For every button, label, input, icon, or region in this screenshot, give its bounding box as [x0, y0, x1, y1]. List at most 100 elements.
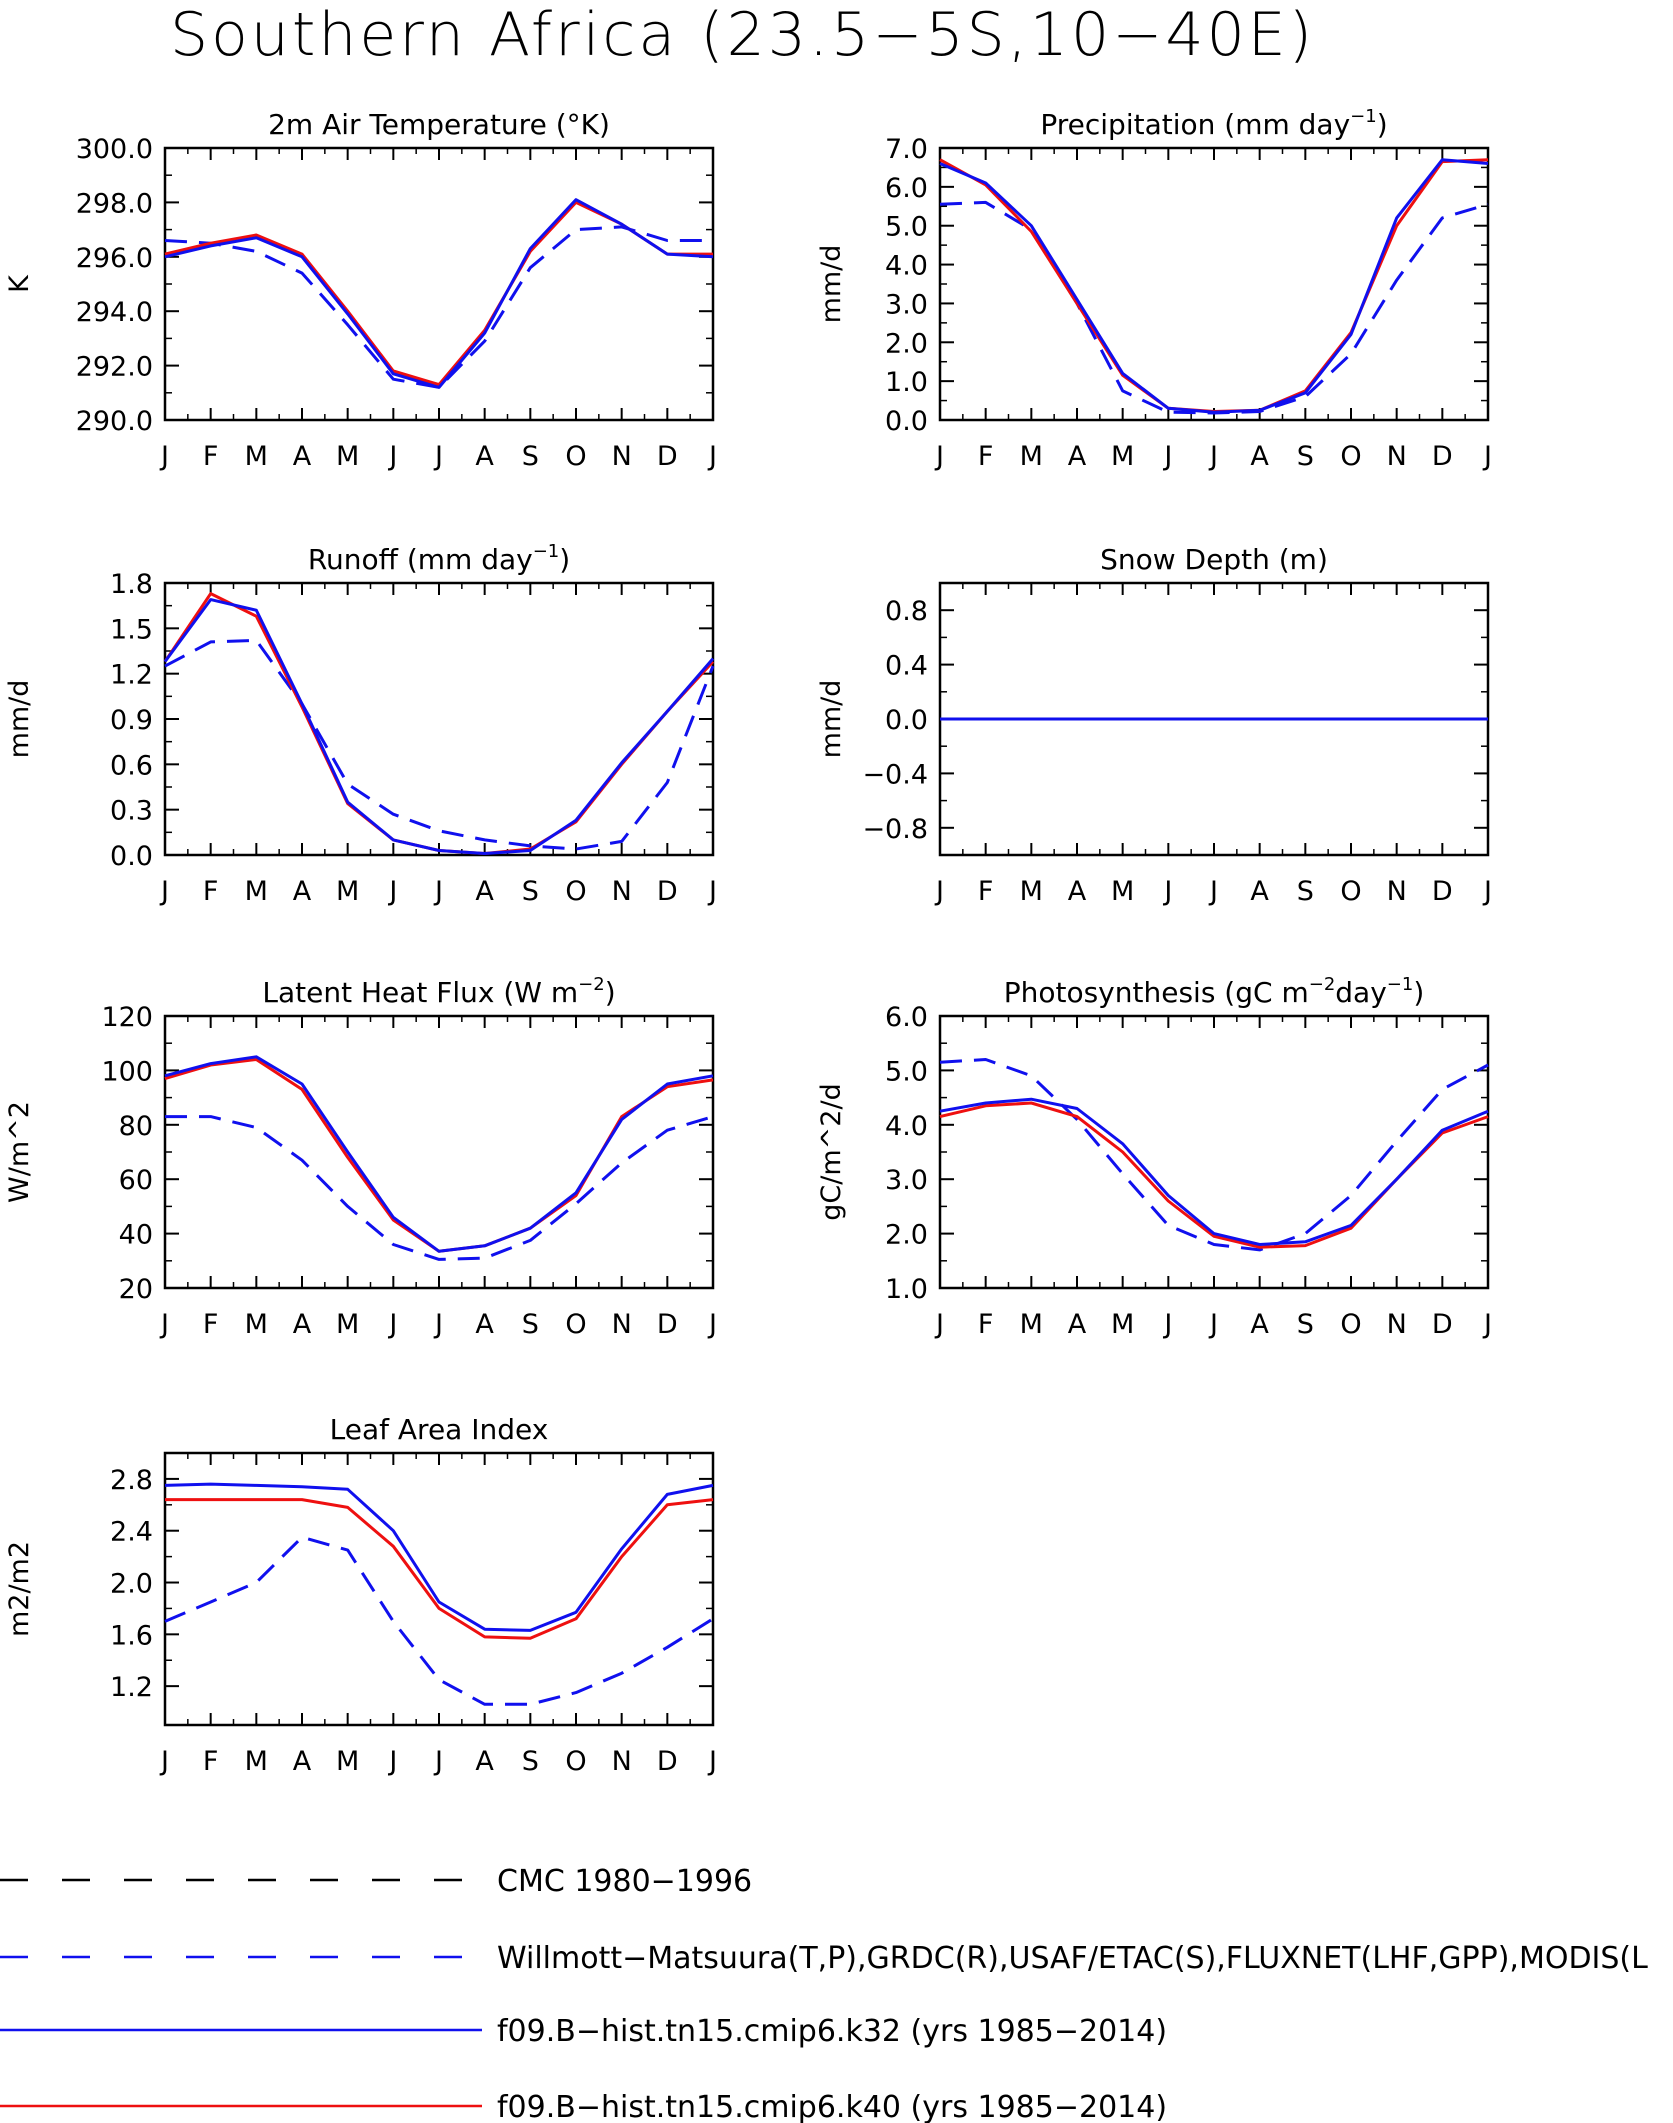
- y-tick-label: 5.0: [885, 1056, 928, 1087]
- legend-label-k32: f09.B−hist.tn15.cmip6.k32 (yrs 1985−2014…: [497, 2014, 1167, 2049]
- x-tick-label: A: [475, 1309, 494, 1340]
- y-axis-label: m2/m2: [4, 1541, 35, 1637]
- y-tick-label: 7.0: [885, 134, 928, 165]
- y-tick-label: 6.0: [885, 1002, 928, 1033]
- y-axis-label: K: [4, 274, 35, 293]
- y-tick-label: 20: [119, 1274, 153, 1305]
- y-tick-label: 1.2: [110, 660, 153, 691]
- x-tick-label: F: [978, 876, 994, 907]
- x-tick-label: J: [707, 441, 717, 472]
- x-tick-label: J: [1208, 876, 1218, 907]
- legend-label-obs: Willmott−Matsuura(T,P),GRDC(R),USAF/ETAC…: [497, 1941, 1648, 1976]
- plot-frame: [163, 146, 715, 422]
- panel-title: 2m Air Temperature (°K): [268, 108, 610, 141]
- x-tick-label: A: [293, 1309, 312, 1340]
- x-tick-label: O: [565, 441, 586, 472]
- x-tick-label: J: [433, 876, 443, 907]
- panel-3: J F M A M J J A S O N D J0.00.30.60.91.21.51.8mm/dRu…: [4, 541, 717, 907]
- series-line-k32: [164, 1055, 714, 1253]
- x-tick-label: J: [934, 876, 944, 907]
- y-tick-label: 120: [101, 1002, 153, 1033]
- y-tick-label: 1.5: [110, 614, 153, 645]
- x-tick-label: M: [245, 1309, 268, 1340]
- x-tick-label: A: [1068, 876, 1087, 907]
- y-tick-label: 2.0: [110, 1569, 153, 1600]
- x-tick-label: N: [612, 1309, 632, 1340]
- x-tick-label: J: [1482, 441, 1492, 472]
- x-tick-label: A: [1250, 1309, 1269, 1340]
- x-tick-label: M: [1020, 876, 1043, 907]
- x-tick-label: S: [1297, 876, 1314, 907]
- y-axis-label: mm/d: [4, 680, 35, 759]
- x-tick-label: J: [433, 1309, 443, 1340]
- x-tick-label: J: [387, 1746, 397, 1777]
- x-tick-label: D: [657, 441, 678, 472]
- y-tick-label: 6.0: [885, 173, 928, 204]
- x-tick-label: M: [336, 1309, 359, 1340]
- x-tick-label: N: [612, 1746, 632, 1777]
- x-tick-label: A: [293, 441, 312, 472]
- x-tick-label: J: [433, 1746, 443, 1777]
- y-tick-label: 4.0: [885, 251, 928, 282]
- y-tick-label: 0.0: [110, 841, 153, 872]
- x-tick-label: N: [612, 876, 632, 907]
- x-tick-label: M: [336, 441, 359, 472]
- x-tick-label: J: [1208, 441, 1218, 472]
- x-tick-label: O: [1340, 441, 1361, 472]
- x-tick-label: J: [1162, 876, 1172, 907]
- x-tick-label: S: [522, 1746, 539, 1777]
- x-tick-label: J: [159, 876, 169, 907]
- x-tick-label: D: [1432, 876, 1453, 907]
- x-tick-label: J: [1482, 876, 1492, 907]
- series-line-k32: [939, 158, 1489, 414]
- panel-title: Latent Heat Flux (W m−2): [262, 974, 615, 1009]
- x-tick-label: N: [1387, 441, 1407, 472]
- y-tick-label: 294.0: [76, 297, 153, 328]
- plot-frame: [938, 146, 1490, 422]
- x-tick-label: M: [1111, 1309, 1134, 1340]
- series-line-obs: [939, 1058, 1489, 1252]
- x-tick-label: D: [657, 1746, 678, 1777]
- y-tick-label: 100: [101, 1056, 153, 1087]
- y-tick-label: 0.6: [110, 750, 153, 781]
- series-line-k40: [165, 1498, 714, 1640]
- x-tick-label: J: [159, 441, 169, 472]
- x-tick-label: D: [1432, 441, 1453, 472]
- y-tick-label: 40: [119, 1220, 153, 1251]
- x-tick-label: J: [1162, 1309, 1172, 1340]
- page-title: Southern Africa (23.5−5S,10−40E): [170, 0, 1316, 70]
- x-tick-label: J: [159, 1746, 169, 1777]
- x-tick-label: M: [245, 1746, 268, 1777]
- y-tick-label: 1.2: [110, 1672, 153, 1703]
- x-tick-label: A: [1250, 876, 1269, 907]
- y-tick-label: 2.8: [110, 1465, 153, 1496]
- y-tick-label: 290.0: [76, 406, 153, 437]
- x-tick-label: J: [387, 1309, 397, 1340]
- x-tick-label: M: [1020, 441, 1043, 472]
- series-line-obs: [164, 225, 713, 389]
- plot-frame: [163, 581, 715, 857]
- series-line-k40: [939, 1101, 1489, 1249]
- x-tick-label: F: [203, 876, 219, 907]
- series-line-k32: [939, 1097, 1489, 1246]
- y-axis-label: W/m^2: [4, 1101, 35, 1203]
- x-tick-label: D: [657, 1309, 678, 1340]
- y-tick-label: 60: [119, 1165, 153, 1196]
- y-tick-label: 2.4: [110, 1517, 153, 1548]
- x-tick-label: N: [612, 441, 632, 472]
- x-tick-label: A: [293, 1746, 312, 1777]
- y-tick-label: −0.8: [862, 814, 928, 845]
- x-tick-label: A: [1250, 441, 1269, 472]
- x-tick-label: F: [203, 1746, 219, 1777]
- series-line-obs: [939, 200, 1489, 415]
- x-tick-label: J: [159, 1309, 169, 1340]
- y-tick-label: 4.0: [885, 1111, 928, 1142]
- x-tick-label: J: [707, 1309, 717, 1340]
- x-tick-label: N: [1387, 1309, 1407, 1340]
- y-tick-label: −0.4: [862, 759, 928, 790]
- x-tick-label: O: [565, 876, 586, 907]
